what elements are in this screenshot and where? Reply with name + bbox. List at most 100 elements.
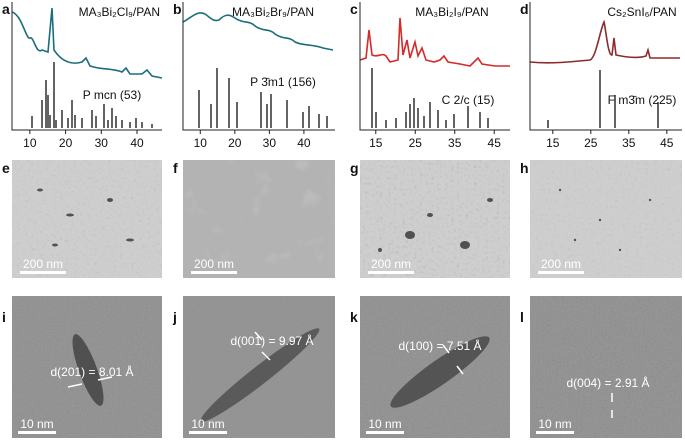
scale-bar-label: 200 nm (371, 257, 411, 271)
decoration (67, 376, 113, 388)
x-tick-label: 15 (369, 136, 383, 150)
phase-label: P mcn (53) (83, 88, 141, 102)
decoration (200, 328, 320, 422)
xrd-b-art (182, 12, 334, 128)
d-spacing-label: d(001) = 9.97 Å (230, 333, 313, 348)
decoration (31, 62, 153, 128)
decoration (390, 336, 490, 408)
panel-label: k (350, 309, 358, 325)
decoration (573, 238, 577, 242)
decoration (378, 248, 382, 252)
decoration (530, 296, 682, 438)
panel-label: j (172, 309, 177, 325)
panel-label: h (520, 160, 529, 176)
decoration (67, 331, 613, 418)
d-spacing-label: d(004) = 2.91 Å (566, 375, 649, 390)
decoration (648, 198, 652, 202)
decoration (487, 198, 493, 202)
scale-bar-label: 10 nm (191, 417, 224, 431)
x-tick-label: 15 (546, 136, 560, 150)
x-tick-label: 20 (228, 136, 242, 150)
decoration (182, 12, 334, 51)
x-tick-label: 25 (409, 136, 423, 150)
decoration (598, 218, 602, 222)
decoration (460, 241, 470, 249)
scale-bar (20, 271, 66, 274)
panel-label: a (2, 1, 10, 17)
decoration (558, 188, 562, 192)
xrd-title: MA₃Bi₂Cl₉/PAN (79, 5, 160, 19)
scale-bar-label: 200 nm (23, 257, 63, 271)
decoration (183, 160, 335, 278)
panel-label: g (350, 160, 359, 176)
x-tick-label: 40 (130, 136, 144, 150)
panel-label: b (173, 1, 182, 17)
xrd-title: MA₃Bi₂Br₉/PAN (232, 5, 314, 19)
scale-bar (368, 271, 414, 274)
scale-bar (191, 271, 237, 274)
decoration (37, 188, 43, 192)
x-tick-label: 35 (622, 136, 636, 150)
decoration (529, 19, 680, 64)
decoration (198, 68, 328, 128)
xrd-title: MA₃Bi₂I₉/PAN (415, 5, 488, 19)
decoration (442, 344, 464, 375)
decoration (427, 213, 433, 217)
scale-bar-label: 10 nm (368, 417, 401, 431)
x-tick-label: 10 (23, 136, 37, 150)
xrd-a-art (11, 7, 163, 128)
decoration (66, 213, 74, 217)
d-spacing-label: d(201) = 8.01 Å (50, 364, 133, 379)
panel-label: l (520, 309, 524, 325)
phase-label: C 2/c (15) (442, 93, 495, 107)
x-tick-label: 35 (448, 136, 462, 150)
scale-bar (18, 431, 56, 434)
x-tick-label: 30 (263, 136, 277, 150)
decoration (11, 7, 163, 79)
decoration (107, 198, 113, 202)
scale-bar (189, 431, 227, 434)
x-tick-label: 10 (194, 136, 208, 150)
panel-label: c (350, 1, 358, 17)
scale-bar-label: 200 nm (541, 257, 581, 271)
decoration (254, 331, 271, 361)
d-spacing-label: d(100) = 7.51 Å (398, 338, 481, 353)
decoration (37, 188, 652, 252)
decoration (52, 243, 58, 247)
scale-bar (366, 431, 404, 434)
x-tick-label: 40 (297, 136, 311, 150)
decoration (618, 248, 622, 252)
decoration (371, 68, 489, 128)
panel-label: f (173, 160, 178, 176)
axis (529, 2, 682, 131)
phase-label: P 3̄m1 (156) (250, 75, 316, 89)
panel-label: d (520, 1, 529, 17)
scale-bar-label: 10 nm (20, 417, 53, 431)
decoration (547, 70, 659, 128)
x-tick-label: 25 (584, 136, 598, 150)
axis (359, 2, 510, 131)
xrd-d-art (529, 19, 680, 128)
panel-label: e (2, 160, 10, 176)
scale-bar-label: 10 nm (538, 417, 571, 431)
x-tick-label: 20 (59, 136, 73, 150)
decoration (359, 17, 510, 67)
decoration (405, 231, 415, 239)
scale-bar (538, 271, 584, 274)
decoration (126, 238, 134, 242)
phase-label: F m3̄m (225) (608, 93, 677, 107)
decoration (12, 160, 162, 278)
scale-bar-label: 200 nm (194, 257, 234, 271)
scale-bar (536, 431, 574, 434)
axis (182, 2, 335, 131)
xrd-title: Cs₂SnI₆/PAN (607, 5, 676, 19)
axis (11, 2, 162, 131)
hrtem-images (12, 296, 682, 438)
decoration (72, 334, 104, 406)
x-tick-label: 45 (488, 136, 502, 150)
decoration (530, 160, 682, 278)
decoration (360, 160, 510, 278)
tem-images (12, 160, 682, 278)
x-tick-label: 30 (95, 136, 109, 150)
